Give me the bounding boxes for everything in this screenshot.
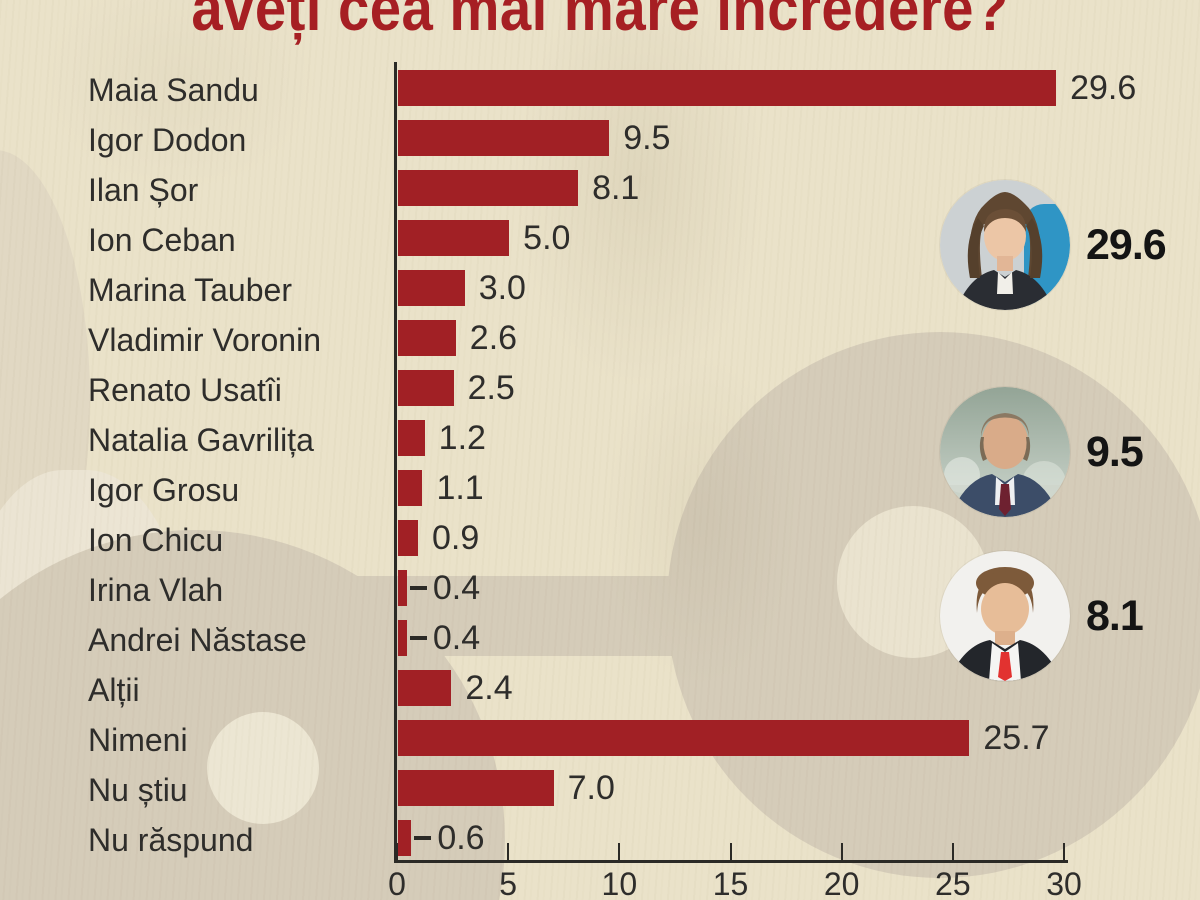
value-leader-dash: [414, 836, 432, 840]
value-label: 1.2: [438, 419, 486, 457]
category-label: Nu știu: [88, 772, 188, 808]
value-bar: [398, 770, 554, 806]
category-label: Marina Tauber: [88, 272, 292, 308]
category-label: Irina Vlah: [88, 572, 224, 608]
x-axis-tick: [951, 843, 954, 860]
value-bar: [398, 70, 1057, 106]
category-label: Igor Grosu: [88, 472, 240, 508]
highlight-maia-sandu: 29.6: [940, 180, 1167, 310]
category-label: Nimeni: [88, 722, 188, 758]
category-label: Nu răspund: [88, 822, 254, 858]
value-label: 9.5: [623, 119, 671, 157]
x-axis-tick: [729, 843, 732, 860]
category-label: Alții: [88, 672, 140, 708]
value-label: 7.0: [567, 769, 615, 807]
category-label: Igor Dodon: [88, 122, 247, 158]
highlight-value: 8.1: [1086, 591, 1144, 640]
value-label: 0.9: [432, 519, 480, 557]
value-bar: [398, 220, 510, 256]
highlight-igor-dodon: 9.5: [940, 387, 1144, 517]
value-label: 3.0: [478, 269, 526, 307]
x-axis-tick: [618, 843, 621, 860]
value-label: 0.6: [437, 819, 485, 857]
value-leader-dash: [409, 586, 427, 590]
value-bar: [398, 270, 465, 306]
value-bar: [398, 320, 456, 356]
value-label: 29.6: [1070, 69, 1137, 107]
highlight-ilan-sor: 8.1: [940, 551, 1144, 681]
highlight-value: 9.5: [1086, 427, 1144, 476]
value-label: 2.6: [469, 319, 518, 357]
value-bar: [398, 820, 412, 856]
value-bar: [398, 170, 579, 206]
value-bar: [398, 520, 418, 556]
value-bar: [398, 570, 407, 606]
category-label: Ion Chicu: [88, 522, 224, 558]
decor-hole-bottom-left: [207, 712, 319, 824]
value-leader-dash: [409, 636, 427, 640]
value-label: 0.4: [432, 619, 481, 657]
value-label: 2.4: [465, 669, 513, 707]
category-label: Natalia Gavrilița: [88, 422, 314, 458]
x-tick-label: 10: [601, 866, 638, 900]
avatar-ilan-sor: [940, 551, 1070, 681]
x-tick-label: 0: [388, 866, 406, 900]
category-label: Maia Sandu: [88, 72, 259, 108]
x-axis-tick: [1063, 843, 1065, 860]
category-label: Ilan Șor: [88, 172, 199, 208]
y-axis-line: [394, 62, 397, 862]
value-label: 1.1: [436, 469, 484, 507]
x-tick-label: 15: [712, 866, 749, 900]
category-label: Vladimir Voronin: [88, 322, 321, 358]
x-tick-label: 5: [499, 866, 518, 900]
x-axis-line: [394, 860, 1068, 863]
value-bar: [398, 620, 407, 656]
highlight-value: 29.6: [1086, 220, 1167, 269]
value-label: 5.0: [523, 219, 571, 257]
page-title: aveți cea mai mare încredere?: [191, 0, 1009, 44]
avatar-maia-sandu: [940, 180, 1070, 310]
category-label: Andrei Năstase: [88, 622, 307, 658]
x-tick-label: 30: [1046, 866, 1082, 900]
value-label: 0.4: [432, 569, 481, 607]
value-bar: [398, 370, 454, 406]
value-label: 2.5: [467, 369, 515, 407]
x-tick-label: 25: [935, 866, 971, 900]
value-bar: [398, 120, 610, 156]
x-axis-tick: [840, 843, 843, 860]
value-bar: [398, 420, 425, 456]
x-tick-label: 20: [823, 866, 860, 900]
value-bar: [398, 470, 423, 506]
value-bar: [398, 670, 452, 706]
value-label: 25.7: [983, 719, 1050, 757]
avatar-igor-dodon: [940, 387, 1070, 517]
value-bar: [398, 720, 970, 756]
x-axis-tick: [507, 843, 510, 860]
x-axis-tick: [396, 843, 398, 860]
value-label: 8.1: [592, 169, 640, 207]
category-label: Ion Ceban: [88, 222, 236, 258]
category-label: Renato Usatîi: [88, 372, 282, 408]
